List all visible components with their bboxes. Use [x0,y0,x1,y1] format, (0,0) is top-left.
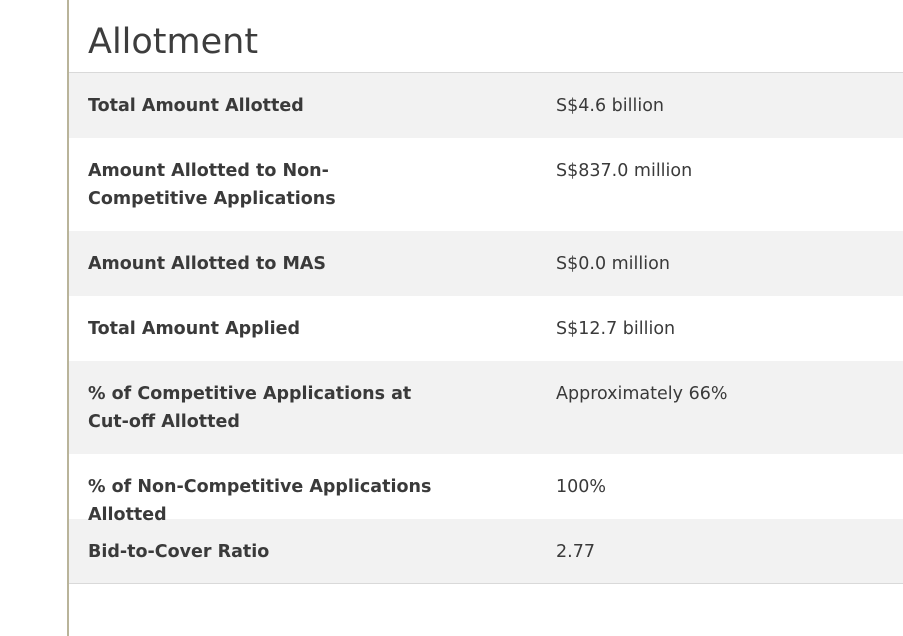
row-value: 100% [556,477,607,497]
table-row-allotted-to-mas: Amount Allotted to MAS S$0.0 million [69,231,903,296]
row-label: Amount Allotted to MAS [88,254,327,274]
table-row-non-competitive-applications-allotted: % of Non-Competitive Applications Allott… [69,454,903,525]
row-label: Amount Allotted to Non-Competitive Appli… [88,161,336,209]
row-label: % of Competitive Applications at Cut-off… [88,384,412,432]
row-value: S$4.6 billion [556,96,664,116]
row-value: S$12.7 billion [556,319,676,339]
section-title: Allotment [88,22,259,62]
row-value: S$0.0 million [556,254,670,274]
row-label: Total Amount Applied [88,319,301,339]
table-row-total-amount-applied: Total Amount Applied S$12.7 billion [69,296,903,361]
row-label: Bid-to-Cover Ratio [88,542,270,562]
table-row-competitive-cutoff-allotted: % of Competitive Applications at Cut-off… [69,361,903,454]
table-row-bid-to-cover-ratio: Bid-to-Cover Ratio 2.77 [69,519,903,584]
allotment-section: Allotment Total Amount Allotted S$4.6 bi… [69,0,903,584]
row-value: Approximately 66% [556,384,728,404]
allotment-table: Total Amount Allotted S$4.6 billion Amou… [69,72,903,584]
row-label: Total Amount Allotted [88,96,304,116]
row-label: % of Non-Competitive Applications Allott… [88,477,432,525]
left-border-rule [67,0,69,636]
table-row-non-competitive-allotted: Amount Allotted to Non-Competitive Appli… [69,138,903,231]
row-value: 2.77 [556,542,595,562]
row-value: S$837.0 million [556,161,693,181]
table-row-total-amount-allotted: Total Amount Allotted S$4.6 billion [69,73,903,138]
